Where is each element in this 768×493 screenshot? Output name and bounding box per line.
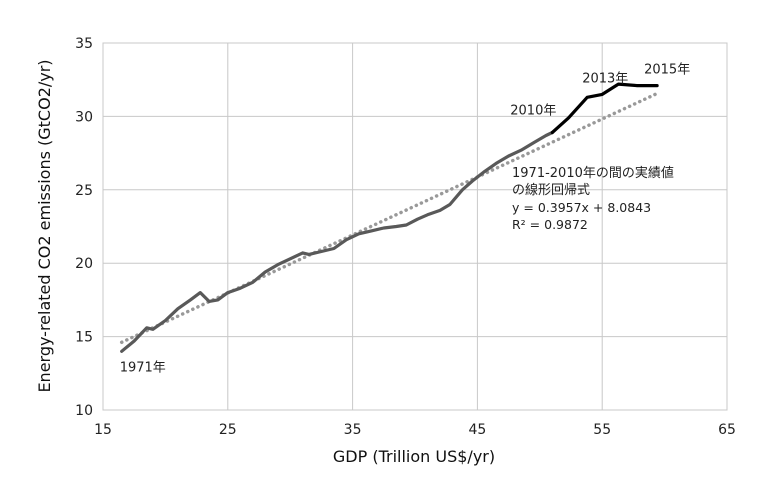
x-tick-label: 45 [468, 422, 486, 438]
x-tick-label: 25 [219, 422, 237, 438]
plot-frame [102, 42, 728, 411]
point-labels: 1971年 2010年 2013年 2015年 [120, 63, 690, 376]
regression-title-line2: の線形回帰式 [512, 182, 590, 198]
x-tick-label: 55 [593, 422, 611, 438]
regression-r-squared: R² = 0.9872 [512, 217, 588, 232]
regression-title-line1: 1971-2010年の間の実績値 [512, 165, 674, 181]
y-tick-label: 35 [75, 36, 93, 52]
x-tick-label: 35 [344, 422, 362, 438]
year-label: 2013年 [582, 71, 628, 86]
year-label: 1971年 [120, 360, 166, 375]
x-axis-title: GDP (Trillion US$/yr) [333, 447, 495, 466]
y-axis-title: Energy-related CO2 emissions (GtCO2/yr) [35, 59, 54, 392]
x-tick-label: 15 [94, 422, 112, 438]
regression-annotation: 1971-2010年の間の実績値 の線形回帰式 y = 0.3957x + 8.… [512, 165, 674, 232]
y-tick-label: 15 [75, 330, 93, 346]
regression-equation: y = 0.3957x + 8.0843 [512, 200, 651, 215]
grid-lines [102, 42, 728, 411]
y-tick-label: 25 [75, 183, 93, 199]
recent-series-line [550, 82, 659, 135]
x-tick-label: 65 [718, 422, 736, 438]
y-tick-label: 20 [75, 256, 93, 272]
data-series [119, 82, 659, 353]
historical-series-line [120, 130, 554, 353]
y-tick-label: 10 [75, 403, 93, 419]
year-label: 2010年 [510, 104, 556, 119]
year-label: 2015年 [644, 63, 690, 78]
trend-series-line [119, 91, 659, 345]
y-tick-label: 30 [75, 109, 93, 125]
